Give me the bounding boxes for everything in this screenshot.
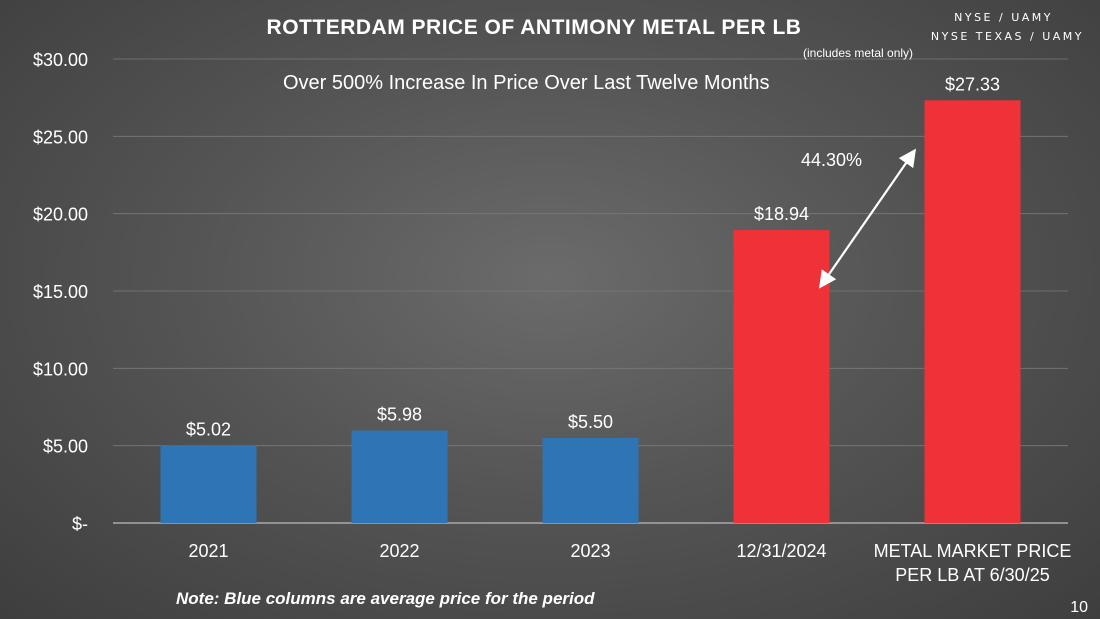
x-axis: 2021 2022 2023 12/31/2024 METAL MARKET PRICE… — [188, 541, 1071, 585]
bar-value-label: $18.94 — [754, 204, 809, 224]
change-arrow-line — [818, 148, 917, 289]
y-tick-label: $20.00 — [33, 205, 88, 225]
bar-spot — [924, 100, 1021, 524]
x-tick-label: PER LB AT 6/30/25 — [895, 565, 1049, 585]
footnote: Note: Blue columns are average price for… — [176, 589, 595, 608]
x-tick-label: 2022 — [379, 541, 419, 561]
bar-spot — [733, 230, 830, 523]
bar-average — [351, 430, 448, 523]
y-tick-label: $30.00 — [33, 50, 88, 70]
x-tick-label: 2023 — [570, 541, 610, 561]
change-percentage-label: 44.30% — [801, 150, 863, 170]
page-number: 10 — [1070, 599, 1088, 616]
change-arrow — [818, 148, 917, 289]
chart-title: ROTTERDAM PRICE OF ANTIMONY METAL PER LB — [267, 16, 802, 39]
ticker-line-1: NYSE / UAMY — [954, 11, 1053, 24]
y-axis: $- $5.00 $10.00 $15.00 $20.00 $25.00 $30.00 — [33, 50, 88, 534]
bars — [160, 100, 1021, 524]
y-tick-label: $25.00 — [33, 127, 88, 147]
y-tick-label: $5.00 — [43, 437, 88, 457]
bar-value-label: $5.98 — [377, 405, 422, 425]
ticker-line-2: NYSE TEXAS / UAMY — [930, 30, 1084, 43]
y-tick-label: $10.00 — [33, 359, 88, 379]
bar-average — [542, 437, 639, 523]
bar-value-label: $5.50 — [568, 412, 613, 432]
bar-value-label: $27.33 — [945, 74, 1000, 94]
includes-metal-note: (includes metal only) — [803, 46, 914, 60]
bar-average — [160, 445, 257, 523]
x-tick-label: 12/31/2024 — [736, 541, 826, 561]
chart-subtitle: Over 500% Increase In Price Over Last Tw… — [283, 72, 770, 94]
y-tick-label: $- — [72, 514, 88, 534]
x-tick-label: 2021 — [188, 541, 228, 561]
y-tick-label: $15.00 — [33, 282, 88, 302]
bar-value-label: $5.02 — [186, 419, 231, 439]
x-tick-label: METAL MARKET PRICE — [874, 541, 1072, 561]
data-labels: $5.02 $5.98 $5.50 $18.94 $27.33 — [186, 74, 1000, 439]
